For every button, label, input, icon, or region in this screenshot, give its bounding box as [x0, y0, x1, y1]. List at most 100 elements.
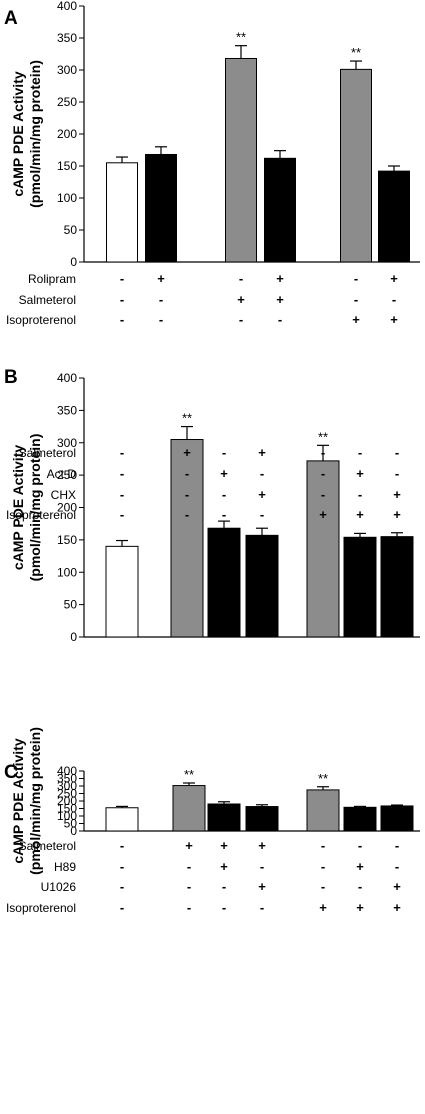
treatment-sign: -	[358, 487, 362, 502]
treatment-sign: +	[183, 445, 191, 460]
y-tick-label: 150	[57, 159, 77, 173]
treatment-sign: -	[222, 445, 226, 460]
y-tick-label: 350	[57, 772, 77, 786]
y-tick-label: 100	[57, 191, 77, 205]
y-tick-label: 200	[57, 127, 77, 141]
y-tick-label: 300	[57, 436, 77, 450]
y-tick-label: 50	[64, 817, 78, 831]
treatment-sign: -	[185, 466, 189, 481]
treatment-sign: -	[239, 271, 243, 286]
treatment-sign: +	[220, 466, 228, 481]
bar	[207, 803, 241, 832]
treatment-sign: -	[185, 487, 189, 502]
y-tick-label: 150	[57, 802, 77, 816]
y-tick-label: 350	[57, 31, 77, 45]
y-tick-label: 100	[57, 565, 77, 579]
treatment-sign: -	[239, 312, 243, 327]
treatment-sign: -	[395, 445, 399, 460]
bar	[105, 807, 139, 832]
treatment-label: Isoproterenol	[6, 313, 76, 327]
treatment-sign: +	[393, 900, 401, 915]
bar	[145, 153, 177, 263]
y-tick-label: 250	[57, 787, 77, 801]
significance-label: **	[351, 45, 361, 60]
bar	[105, 545, 139, 638]
y-axis-title-line2: (pmol/min/mg protein)	[27, 60, 43, 208]
treatment-sign: +	[393, 879, 401, 894]
y-tick-label: 250	[57, 95, 77, 109]
treatment-sign: +	[220, 838, 228, 853]
bar	[106, 162, 138, 263]
treatment-sign: -	[354, 271, 358, 286]
treatment-sign: -	[187, 859, 191, 874]
treatment-sign: -	[187, 900, 191, 915]
treatment-sign: -	[358, 879, 362, 894]
treatment-sign: -	[395, 859, 399, 874]
significance-label: **	[318, 429, 328, 444]
y-axis-title-line1: cAMP PDE Activity	[10, 71, 26, 196]
treatment-sign: +	[393, 507, 401, 522]
treatment-label: Rolipram	[28, 272, 76, 286]
treatment-sign: -	[392, 292, 396, 307]
treatment-sign: +	[356, 507, 364, 522]
panel-label: B	[4, 367, 18, 388]
treatment-sign: -	[222, 900, 226, 915]
y-tick-label: 300	[57, 63, 77, 77]
treatment-sign: -	[354, 292, 358, 307]
treatment-sign: +	[220, 859, 228, 874]
treatment-sign: -	[260, 507, 264, 522]
bar	[380, 805, 414, 832]
bar	[306, 460, 340, 638]
treatment-sign: -	[395, 466, 399, 481]
treatment-sign: +	[356, 859, 364, 874]
significance-label: **	[318, 771, 328, 786]
treatment-sign: +	[258, 879, 266, 894]
treatment-sign: -	[120, 292, 124, 307]
bar	[172, 785, 206, 832]
bar	[380, 536, 414, 638]
treatment-sign: -	[278, 312, 282, 327]
treatment-sign: -	[159, 292, 163, 307]
treatment-sign: -	[395, 838, 399, 853]
treatment-sign: +	[185, 838, 193, 853]
treatment-sign: -	[222, 507, 226, 522]
treatment-sign: -	[321, 487, 325, 502]
treatment-sign: -	[120, 879, 124, 894]
treatment-sign: -	[187, 879, 191, 894]
treatment-sign: -	[159, 312, 163, 327]
treatment-label: H89	[54, 860, 76, 874]
bar	[207, 527, 241, 638]
y-tick-label: 50	[64, 598, 78, 612]
bar	[245, 534, 279, 638]
treatment-label: Act D	[47, 467, 77, 481]
treatment-sign: +	[157, 271, 165, 286]
treatment-sign: -	[120, 859, 124, 874]
treatment-sign: -	[260, 859, 264, 874]
y-tick-label: 350	[57, 403, 77, 417]
treatment-sign: +	[276, 271, 284, 286]
bar	[225, 57, 257, 263]
treatment-sign: -	[260, 466, 264, 481]
treatment-label: Salmeterol	[19, 839, 76, 853]
y-tick-label: 100	[57, 809, 77, 823]
treatment-sign: +	[352, 312, 360, 327]
treatment-sign: -	[260, 900, 264, 915]
treatment-sign: +	[393, 487, 401, 502]
treatment-label: U1026	[41, 880, 77, 894]
treatment-sign: +	[356, 900, 364, 915]
bar	[245, 806, 279, 832]
treatment-sign: +	[258, 487, 266, 502]
treatment-sign: -	[321, 466, 325, 481]
bar	[340, 68, 372, 263]
y-tick-label: 400	[57, 371, 77, 385]
bar	[170, 439, 204, 638]
y-axis-title-line2: (pmol/min/mg protein)	[27, 434, 43, 582]
treatment-sign: +	[276, 292, 284, 307]
treatment-label: Isoproterenol	[6, 508, 76, 522]
y-axis-title-line2: (pmol/min/mg protein)	[27, 727, 43, 875]
treatment-sign: -	[120, 838, 124, 853]
y-tick-label: 0	[70, 255, 77, 269]
bar	[343, 536, 377, 638]
panel-label: A	[4, 8, 18, 29]
